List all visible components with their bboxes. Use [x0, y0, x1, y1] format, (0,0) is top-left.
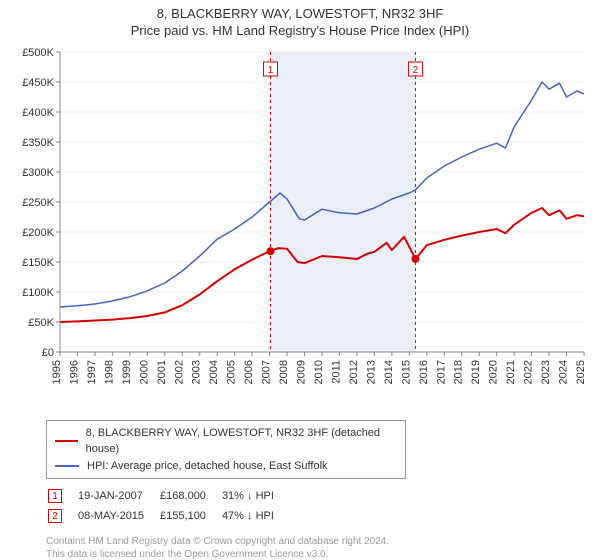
x-tick-label: 2007 [261, 360, 273, 384]
y-tick-label: £0 [42, 347, 54, 359]
title-line1: 8, BLACKBERRY WAY, LOWESTOFT, NR32 3HF [10, 6, 590, 23]
x-tick-label: 2002 [173, 360, 185, 384]
title-line2: Price paid vs. HM Land Registry's House … [10, 23, 590, 40]
x-tick-label: 2015 [400, 360, 412, 384]
y-tick-label: £300K [22, 167, 54, 179]
event-row: 1 19-JAN-2007£168,00031% ↓ HPI [48, 487, 288, 505]
event-tag-label: 1 [268, 65, 274, 76]
y-tick-label: £150K [22, 257, 54, 269]
footer-line1: Contains HM Land Registry data © Crown c… [46, 535, 586, 548]
legend: 8, BLACKBERRY WAY, LOWESTOFT, NR32 3HF (… [46, 420, 406, 480]
event-marker [411, 255, 419, 263]
x-tick-label: 1996 [68, 360, 80, 384]
chart-area: £0 £50K £100K £150K £200K £250K £300K £350K £400… [10, 44, 590, 414]
x-tick-label: 2008 [278, 360, 290, 384]
events-table: 1 19-JAN-2007£168,00031% ↓ HPI 2 08-MAY-201… [46, 485, 290, 527]
event-tag: 1 [48, 489, 62, 503]
x-tick-label: 2005 [226, 360, 238, 384]
x-tick-label: 2010 [313, 360, 325, 384]
y-tick-label: £350K [22, 137, 54, 149]
legend-row: HPI: Average price, detached house, East… [55, 458, 397, 475]
x-tick-label: 2024 [558, 360, 570, 384]
legend-label: 8, BLACKBERRY WAY, LOWESTOFT, NR32 3HF (… [86, 425, 397, 458]
x-tick-label: 2003 [191, 360, 203, 384]
x-tick-label: 2014 [383, 360, 395, 384]
x-tick-label: 2021 [505, 360, 517, 384]
x-tick-label: 2017 [435, 360, 447, 384]
x-tick-label: 2018 [453, 360, 465, 384]
event-delta: 47% ↓ HPI [222, 507, 288, 525]
x-tick-label: 2004 [208, 360, 220, 384]
y-tick-label: £400K [22, 107, 54, 119]
x-tick-label: 2000 [138, 360, 150, 384]
x-tick-label: 2013 [365, 360, 377, 384]
x-tick-label: 2022 [523, 360, 535, 384]
event-price: £155,100 [160, 507, 220, 525]
legend-swatch [55, 440, 78, 442]
legend-label: HPI: Average price, detached house, East… [87, 458, 328, 475]
x-tick-label: 2023 [540, 360, 552, 384]
event-delta: 31% ↓ HPI [222, 487, 288, 505]
x-tick-label: 1997 [86, 360, 98, 384]
x-tick-label: 1999 [121, 360, 133, 384]
footer-line2: This data is licensed under the Open Gov… [46, 548, 586, 560]
legend-swatch [55, 465, 79, 467]
y-tick-label: £450K [22, 77, 54, 89]
event-tag-label: 2 [413, 65, 419, 76]
y-tick-label: £50K [28, 317, 54, 329]
x-tick-label: 2025 [575, 360, 587, 384]
y-tick-label: £500K [22, 47, 54, 59]
chart-svg: £0 £50K £100K £150K £200K £250K £300K £350K £400… [10, 44, 594, 414]
x-tick-label: 1995 [51, 360, 63, 384]
event-date: 08-MAY-2015 [78, 507, 158, 525]
y-tick-label: £250K [22, 197, 54, 209]
event-date: 19-JAN-2007 [78, 487, 158, 505]
x-tick-label: 2001 [156, 360, 168, 384]
x-tick-label: 2009 [296, 360, 308, 384]
event-tag: 2 [48, 509, 62, 523]
x-tick-label: 2019 [470, 360, 482, 384]
y-tick-label: £100K [22, 287, 54, 299]
y-tick-label: £200K [22, 227, 54, 239]
event-row: 2 08-MAY-2015£155,10047% ↓ HPI [48, 507, 288, 525]
x-tick-label: 2011 [330, 360, 342, 384]
x-tick-label: 2006 [243, 360, 255, 384]
legend-row: 8, BLACKBERRY WAY, LOWESTOFT, NR32 3HF (… [55, 425, 397, 458]
x-tick-label: 1998 [103, 360, 115, 384]
chart-title: 8, BLACKBERRY WAY, LOWESTOFT, NR32 3HF P… [10, 6, 590, 40]
x-tick-label: 2020 [488, 360, 500, 384]
footer-attribution: Contains HM Land Registry data © Crown c… [46, 535, 586, 560]
x-tick-label: 2016 [418, 360, 430, 384]
event-price: £168,000 [160, 487, 220, 505]
x-tick-label: 2012 [348, 360, 360, 384]
event-marker [266, 247, 274, 255]
